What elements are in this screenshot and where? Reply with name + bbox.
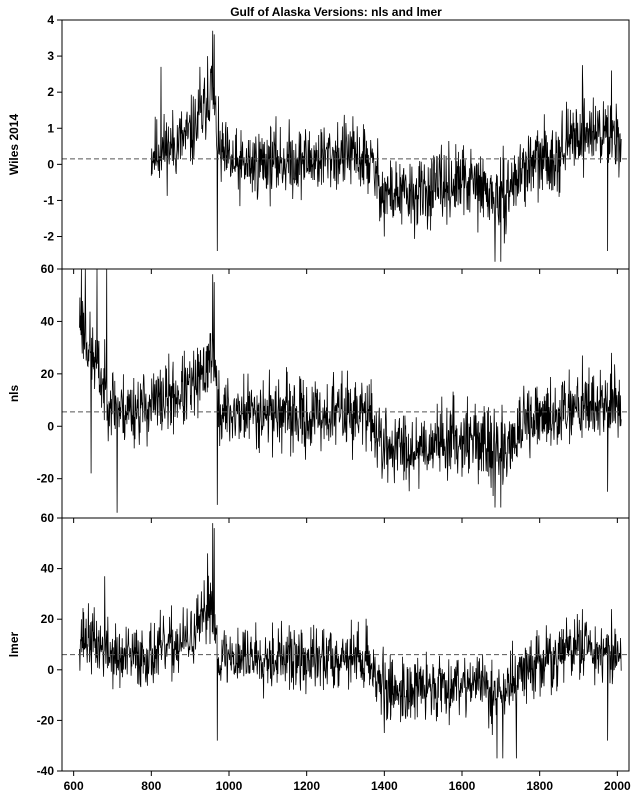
panel-wiles: -2 -1 0 1 2 3 4 Wiles 2014 (7, 13, 630, 274)
wiles-y-tick-label: 0 (47, 157, 54, 171)
x-axis-labels: 600 800 1000 1200 1400 1600 1800 2000 (64, 779, 631, 793)
lmer-y-tick-label: 0 (47, 663, 54, 677)
wiles-y-tick-label: 1 (47, 121, 54, 135)
lmer-series-line (79, 523, 622, 759)
chart-title: Gulf of Alaska Versions: nls and lmer (230, 5, 442, 19)
x-tick-label: 1000 (216, 779, 243, 793)
nls-y-axis-label: nls (7, 385, 21, 403)
x-tick-label: 1200 (293, 779, 320, 793)
panel-lmer: -40 -20 0 20 40 60 lmer (7, 511, 630, 778)
nls-y-tick-label: 20 (41, 367, 55, 381)
x-tick-label: 2000 (604, 779, 631, 793)
x-tick-label: 600 (64, 779, 84, 793)
x-tick-label: 1400 (371, 779, 398, 793)
wiles-y-tick-label: 3 (47, 49, 54, 63)
nls-y-tick-label: 40 (41, 314, 55, 328)
lmer-y-tick-label: -20 (37, 713, 55, 727)
wiles-y-tick-label: 2 (47, 85, 54, 99)
nls-y-tick-label: 60 (41, 262, 55, 276)
lmer-frame (61, 517, 630, 772)
nls-y-tick-label: 0 (47, 419, 54, 433)
wiles-y-tick-label: -2 (43, 230, 54, 244)
wiles-y-axis-label: Wiles 2014 (7, 114, 21, 176)
x-tick-label: 800 (141, 779, 161, 793)
lmer-y-axis-label: lmer (7, 632, 21, 658)
lmer-y-tick-label: -40 (37, 764, 55, 778)
wiles-y-tick-label: -1 (43, 193, 54, 207)
nls-series-line (79, 269, 622, 513)
nls-y-tick-label: -20 (37, 472, 55, 486)
lmer-y-tick-label: 60 (41, 511, 55, 525)
wiles-series-line (150, 30, 622, 262)
panel-nls: -20 0 20 40 60 nls (7, 262, 630, 523)
lmer-y-tick-label: 20 (41, 612, 55, 626)
lmer-y-tick-label: 40 (41, 562, 55, 576)
x-tick-label: 1800 (526, 779, 553, 793)
panels: -2 -1 0 1 2 3 4 Wiles 2014 -20 0 20 40 60 nls -40 -20 0 2… (7, 13, 631, 793)
wiles-y-tick-label: 4 (47, 13, 54, 27)
x-tick-label: 1600 (449, 779, 476, 793)
